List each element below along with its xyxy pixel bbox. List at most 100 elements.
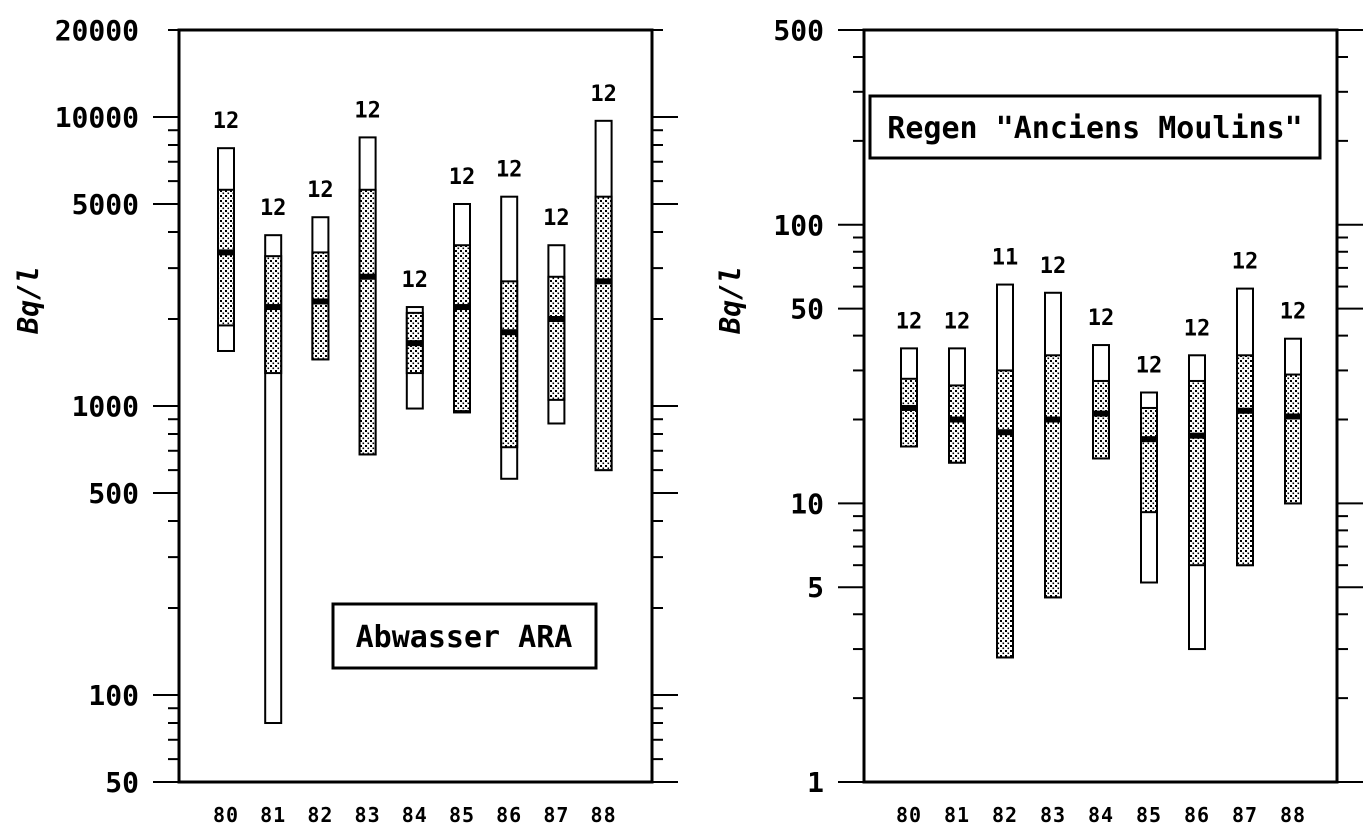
right-y-tick-label: 5 xyxy=(807,571,824,604)
left-y-tick-label: 10000 xyxy=(55,101,139,134)
left-x-tick-label: 80 xyxy=(213,803,239,827)
right-chart-marks: 12 80 12 81 11 82 12 83 12 84 12 85 12 86 12 87 12 88 xyxy=(896,246,1307,827)
right-median-mark xyxy=(1237,407,1253,414)
left-sample-count: 12 xyxy=(307,178,334,203)
left-x-tick-label: 87 xyxy=(543,803,569,827)
right-sample-count: 12 xyxy=(1232,250,1259,275)
right-quartile-bar xyxy=(996,369,1014,659)
left-x-tick-label: 86 xyxy=(496,803,522,827)
right-quartile-bar xyxy=(1188,379,1206,567)
left-quartile-bar xyxy=(500,280,519,449)
right-y-ticks: 1 5 10 50 100 500 xyxy=(773,14,1363,799)
right-x-tick-label: 83 xyxy=(1040,803,1066,827)
left-sample-count: 12 xyxy=(354,98,381,123)
left-quartile-bar xyxy=(358,188,377,456)
left-y-tick-label: 20000 xyxy=(55,14,139,47)
left-sample-count: 12 xyxy=(449,165,476,190)
right-x-tick-label: 82 xyxy=(992,803,1018,827)
right-y-tick-label: 10 xyxy=(790,487,824,520)
right-sample-count: 12 xyxy=(1184,316,1211,341)
left-y-tick-label: 5000 xyxy=(72,188,139,221)
left-sample-count: 12 xyxy=(590,82,617,107)
left-y-tick-label: 500 xyxy=(88,477,139,510)
left-label-box-frame xyxy=(331,602,598,670)
right-sample-count: 12 xyxy=(944,309,971,334)
right-x-tick-label: 85 xyxy=(1136,803,1162,827)
right-sample-count: 12 xyxy=(1136,353,1163,378)
left-x-tick-label: 83 xyxy=(355,803,381,827)
right-y-tick-label: 50 xyxy=(790,293,824,326)
left-sample-count: 12 xyxy=(260,196,287,221)
right-quartile-bar xyxy=(1044,354,1062,599)
left-sample-count: 12 xyxy=(496,158,523,183)
right-median-mark xyxy=(1093,410,1109,417)
right-label-box: Regen "Anciens Moulins" xyxy=(868,94,1322,160)
left-median-mark xyxy=(454,304,470,311)
left-median-mark xyxy=(406,340,423,347)
left-sample-count: 12 xyxy=(402,268,429,293)
right-sample-count: 12 xyxy=(1040,254,1067,279)
right-quartile-bar xyxy=(900,377,918,448)
right-chart-title: Regen "Anciens Moulins" xyxy=(887,111,1302,146)
right-y-tick-label: 500 xyxy=(773,14,824,47)
left-y-ticks: 50 100 500 1000 5000 10000 20000 xyxy=(55,14,678,799)
left-quartile-bar xyxy=(594,195,613,472)
left-quartile-bar xyxy=(217,188,235,327)
right-median-mark xyxy=(1189,432,1205,439)
right-quartile-bar xyxy=(1236,354,1254,567)
right-median-mark xyxy=(949,416,965,423)
right-median-mark xyxy=(997,429,1013,436)
left-median-mark xyxy=(359,273,376,280)
right-sample-count: 12 xyxy=(1280,300,1307,325)
left-median-mark xyxy=(501,329,518,336)
right-sample-count: 11 xyxy=(992,246,1019,271)
left-sample-count: 12 xyxy=(543,206,570,231)
left-x-tick-label: 88 xyxy=(591,803,617,827)
left-quartile-bar xyxy=(547,275,566,401)
right-sample-count: 12 xyxy=(896,309,923,334)
left-quartile-bar xyxy=(264,255,283,375)
left-x-tick-label: 82 xyxy=(307,803,333,827)
left-median-mark xyxy=(595,278,612,285)
right-x-tick-label: 84 xyxy=(1088,803,1114,827)
right-y-tick-label: 100 xyxy=(773,209,824,242)
left-y-tick-label: 50 xyxy=(105,766,139,799)
left-median-mark xyxy=(548,316,565,323)
left-quartile-bar xyxy=(311,251,330,361)
right-x-tick-label: 80 xyxy=(896,803,922,827)
right-sample-count: 12 xyxy=(1088,306,1115,331)
left-median-mark xyxy=(265,304,282,311)
right-plot-frame xyxy=(862,28,1339,784)
right-x-tick-label: 86 xyxy=(1184,803,1210,827)
right-quartile-bar xyxy=(1284,373,1302,505)
right-y-axis-label: Bq/l xyxy=(714,266,747,334)
left-chart: Bq/l 50 100 500 1000 5000 10000 20000 12 80 12 81… xyxy=(12,14,678,827)
right-label-box-frame xyxy=(868,94,1322,160)
right-median-mark xyxy=(901,404,917,411)
right-median-mark xyxy=(1285,413,1301,420)
left-sample-count: 12 xyxy=(213,109,240,134)
left-median-mark xyxy=(218,249,234,256)
left-chart-title: Abwasser ARA xyxy=(356,620,573,655)
right-median-mark xyxy=(1141,436,1157,443)
right-x-tick-label: 81 xyxy=(944,803,970,827)
left-median-mark xyxy=(312,298,329,305)
right-x-tick-label: 88 xyxy=(1280,803,1306,827)
right-quartile-bar xyxy=(1092,379,1110,460)
left-label-box: Abwasser ARA xyxy=(331,602,598,670)
right-y-tick-label: 1 xyxy=(807,766,824,799)
left-y-tick-label: 100 xyxy=(88,679,139,712)
left-y-axis-label: Bq/l xyxy=(12,266,45,334)
left-y-tick-label: 1000 xyxy=(72,390,139,423)
left-x-tick-label: 85 xyxy=(449,803,475,827)
right-quartile-bar xyxy=(1140,406,1158,514)
left-x-tick-label: 84 xyxy=(402,803,428,827)
left-quartile-bar xyxy=(453,244,471,413)
left-chart-marks: 12 80 12 81 12 82 12 83 12 84 12 85 12 86 12 87 12 88 xyxy=(213,82,617,827)
right-median-mark xyxy=(1045,416,1061,423)
right-quartile-bar xyxy=(948,384,966,464)
right-x-tick-label: 87 xyxy=(1232,803,1258,827)
left-x-tick-label: 81 xyxy=(260,803,286,827)
